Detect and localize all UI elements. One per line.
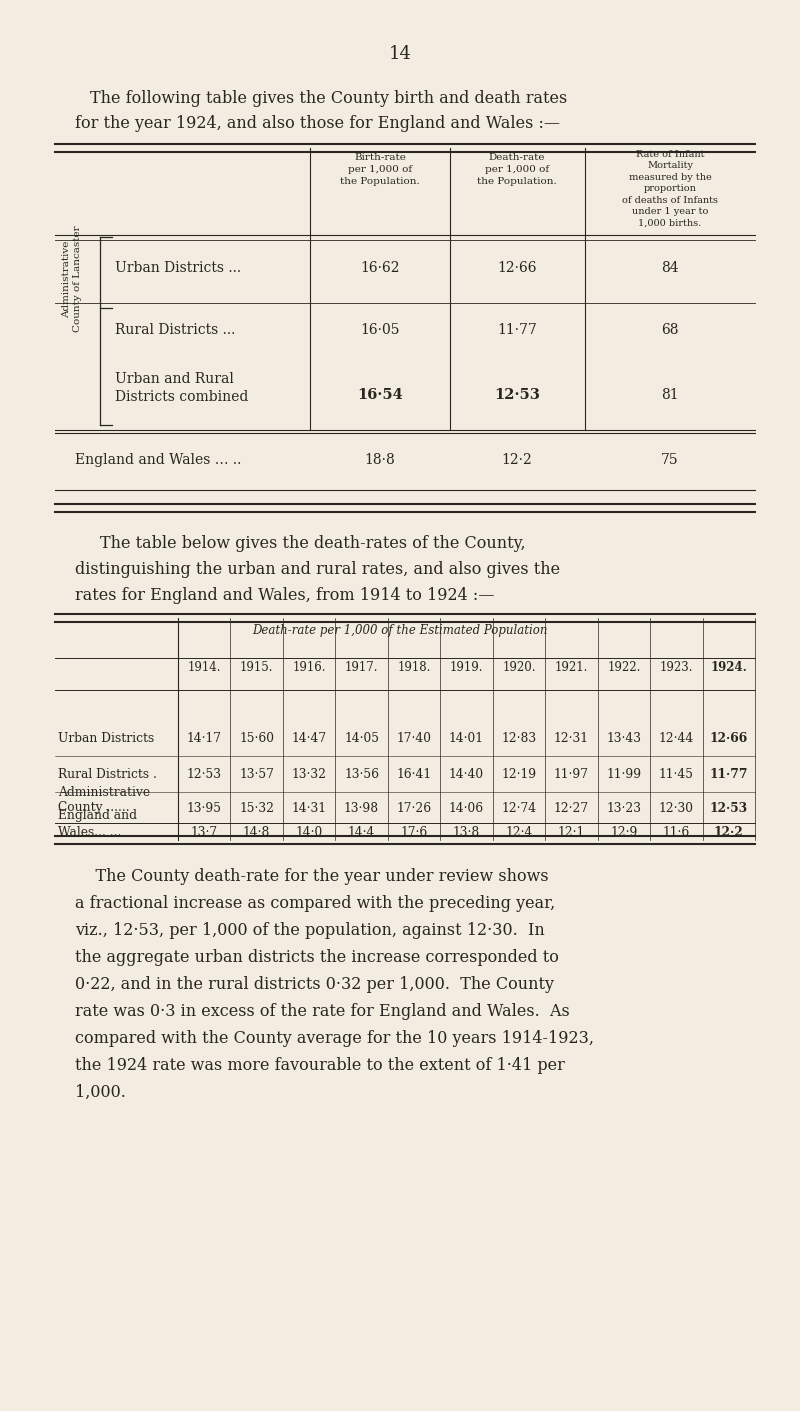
Text: 81: 81	[661, 388, 679, 402]
Text: 1921.: 1921.	[554, 660, 588, 674]
Text: Birth-rate
per 1,000 of
the Population.: Birth-rate per 1,000 of the Population.	[340, 152, 420, 186]
Text: 11·97: 11·97	[554, 769, 589, 782]
Text: 17·6: 17·6	[401, 825, 428, 838]
Text: 11·6: 11·6	[662, 825, 690, 838]
Text: 14·06: 14·06	[449, 801, 484, 814]
Text: 75: 75	[661, 453, 679, 467]
Text: Urban Districts ...: Urban Districts ...	[115, 261, 241, 275]
Text: Death-rate
per 1,000 of
the Population.: Death-rate per 1,000 of the Population.	[477, 152, 557, 186]
Text: 17·40: 17·40	[397, 731, 431, 745]
Text: the aggregate urban districts the increase corresponded to: the aggregate urban districts the increa…	[75, 950, 559, 967]
Text: rate was 0·3 in excess of the rate for England and Wales.  As: rate was 0·3 in excess of the rate for E…	[75, 1003, 570, 1020]
Text: The following table gives the County birth and death rates: The following table gives the County bir…	[90, 90, 567, 107]
Text: 12·2: 12·2	[714, 825, 744, 838]
Text: Rural Districts .: Rural Districts .	[58, 769, 157, 782]
Text: 12·74: 12·74	[502, 801, 537, 814]
Text: 14·31: 14·31	[292, 801, 326, 814]
Text: 16·54: 16·54	[357, 388, 403, 402]
Text: 13·23: 13·23	[606, 801, 642, 814]
Text: The table below gives the death-rates of the County,: The table below gives the death-rates of…	[100, 535, 526, 552]
Text: 16·05: 16·05	[360, 323, 400, 337]
Text: 14·40: 14·40	[449, 769, 484, 782]
Text: Rural Districts ...: Rural Districts ...	[115, 323, 235, 337]
Text: 16·41: 16·41	[397, 769, 432, 782]
Text: 13·57: 13·57	[239, 769, 274, 782]
Text: 0·22, and in the rural districts 0·32 per 1,000.  The County: 0·22, and in the rural districts 0·32 pe…	[75, 976, 554, 993]
Text: 1918.: 1918.	[398, 660, 430, 674]
Text: 1914.: 1914.	[187, 660, 221, 674]
Text: 13·32: 13·32	[292, 769, 326, 782]
Text: Administrative
County ......: Administrative County ......	[58, 786, 150, 814]
Text: 14·47: 14·47	[291, 731, 326, 745]
Text: 12·2: 12·2	[502, 453, 532, 467]
Text: 1917.: 1917.	[345, 660, 378, 674]
Text: Urban and Rural
Districts combined: Urban and Rural Districts combined	[115, 373, 248, 404]
Text: 12·27: 12·27	[554, 801, 589, 814]
Text: 16·62: 16·62	[360, 261, 400, 275]
Text: 12·44: 12·44	[658, 731, 694, 745]
Text: 15·32: 15·32	[239, 801, 274, 814]
Text: a fractional increase as compared with the preceding year,: a fractional increase as compared with t…	[75, 895, 555, 912]
Text: rates for England and Wales, from 1914 to 1924 :—: rates for England and Wales, from 1914 t…	[75, 587, 494, 604]
Text: 14·05: 14·05	[344, 731, 379, 745]
Text: 12·4: 12·4	[506, 825, 533, 838]
Text: England and
Wales... ...: England and Wales... ...	[58, 810, 137, 838]
Text: 11·99: 11·99	[606, 769, 642, 782]
Text: 14·17: 14·17	[186, 731, 222, 745]
Text: 1919.: 1919.	[450, 660, 483, 674]
Text: 12·66: 12·66	[498, 261, 537, 275]
Text: 1924.: 1924.	[710, 660, 747, 674]
Text: 12·83: 12·83	[502, 731, 537, 745]
Text: 13·8: 13·8	[453, 825, 480, 838]
Text: 13·43: 13·43	[606, 731, 642, 745]
Text: 13·7: 13·7	[190, 825, 218, 838]
Text: 12·31: 12·31	[554, 731, 589, 745]
Text: viz., 12·53, per 1,000 of the population, against 12·30.  In: viz., 12·53, per 1,000 of the population…	[75, 921, 545, 938]
Text: 13·56: 13·56	[344, 769, 379, 782]
Text: 13·95: 13·95	[186, 801, 222, 814]
Text: 1923.: 1923.	[659, 660, 693, 674]
Text: 11·45: 11·45	[659, 769, 694, 782]
Text: Administrative
County of Lancaster: Administrative County of Lancaster	[62, 226, 82, 333]
Text: 12·1: 12·1	[558, 825, 585, 838]
Text: 1920.: 1920.	[502, 660, 536, 674]
Text: distinguishing the urban and rural rates, and also gives the: distinguishing the urban and rural rates…	[75, 562, 560, 579]
Text: 1915.: 1915.	[240, 660, 274, 674]
Text: 1922.: 1922.	[607, 660, 641, 674]
Text: the 1924 rate was more favourable to the extent of 1·41 per: the 1924 rate was more favourable to the…	[75, 1057, 565, 1074]
Text: 18·8: 18·8	[365, 453, 395, 467]
Text: 12·53: 12·53	[710, 801, 748, 814]
Text: Death-rate per 1,000 of the Estimated Population: Death-rate per 1,000 of the Estimated Po…	[252, 624, 548, 636]
Text: Urban Districts: Urban Districts	[58, 731, 154, 745]
Text: 14·4: 14·4	[348, 825, 375, 838]
Text: 11·77: 11·77	[710, 769, 748, 782]
Text: England and Wales … ..: England and Wales … ..	[75, 453, 242, 467]
Text: The County death-rate for the year under review shows: The County death-rate for the year under…	[75, 868, 549, 885]
Text: 14·01: 14·01	[449, 731, 484, 745]
Text: 12·30: 12·30	[659, 801, 694, 814]
Text: 12·19: 12·19	[502, 769, 537, 782]
Text: 84: 84	[661, 261, 679, 275]
Text: 17·26: 17·26	[397, 801, 432, 814]
Text: compared with the County average for the 10 years 1914-1923,: compared with the County average for the…	[75, 1030, 594, 1047]
Text: 12·53: 12·53	[494, 388, 540, 402]
Text: 14·8: 14·8	[243, 825, 270, 838]
Text: 1,000.: 1,000.	[75, 1084, 126, 1101]
Text: 12·9: 12·9	[610, 825, 638, 838]
Text: 11·77: 11·77	[497, 323, 537, 337]
Text: Rate of Infant
Mortality
measured by the
proportion
of deaths of Infants
under 1: Rate of Infant Mortality measured by the…	[622, 150, 718, 227]
Text: 12·53: 12·53	[186, 769, 222, 782]
Text: 68: 68	[662, 323, 678, 337]
Text: for the year 1924, and also those for England and Wales :—: for the year 1924, and also those for En…	[75, 116, 560, 133]
Text: 12·66: 12·66	[710, 731, 748, 745]
Text: 1916.: 1916.	[292, 660, 326, 674]
Text: 15·60: 15·60	[239, 731, 274, 745]
Text: 13·98: 13·98	[344, 801, 379, 814]
Text: 14·0: 14·0	[295, 825, 322, 838]
Text: 14: 14	[389, 45, 411, 63]
